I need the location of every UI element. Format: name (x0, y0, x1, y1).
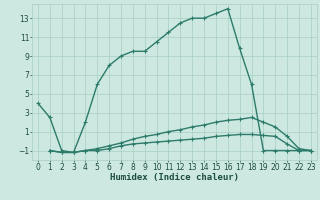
X-axis label: Humidex (Indice chaleur): Humidex (Indice chaleur) (110, 173, 239, 182)
